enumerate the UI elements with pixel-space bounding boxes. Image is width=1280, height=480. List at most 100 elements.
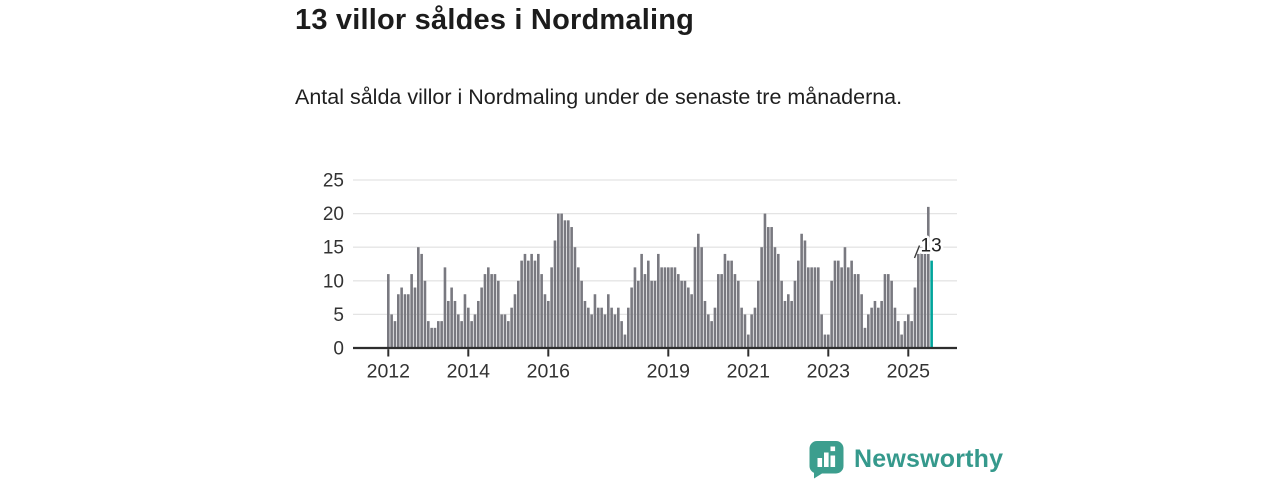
bar [770,227,773,348]
bar [920,247,923,348]
bar [393,321,397,348]
bar [667,267,670,348]
bar [703,300,707,348]
bar [687,287,690,348]
bar [457,314,460,348]
bar [523,253,527,348]
bar [670,267,673,348]
bar [630,287,633,348]
bar [623,334,627,348]
bar [443,267,447,348]
bar [883,274,887,348]
bar [873,300,877,348]
bar [903,321,907,348]
bar [757,280,760,348]
bar [840,267,843,348]
bar [613,314,617,348]
bar [600,307,603,348]
bar [563,220,567,348]
bar [510,307,513,348]
x-tick-label: 2014 [447,361,491,383]
bar [857,274,860,348]
y-tick-label: 25 [323,171,344,192]
bar [763,213,767,348]
bar [503,314,507,348]
logo-bar [817,458,823,467]
bar [813,267,817,348]
bar [677,274,680,348]
bar [447,300,450,348]
newsworthy-icon [809,441,844,479]
bar [877,307,880,348]
bar [533,260,537,348]
bar [787,294,790,348]
bar [417,247,420,348]
bar [700,247,703,348]
bar [427,321,430,348]
bar [926,206,930,348]
y-tick-label: 20 [323,204,344,225]
y-tick-label: 10 [323,271,344,292]
bar [497,280,500,348]
bar [433,327,437,348]
bar [610,307,613,348]
bar [660,267,663,348]
bar [567,220,570,348]
annotation-leader-line [913,245,921,259]
bar [537,253,540,348]
bar [780,280,783,348]
bar [870,307,873,348]
bar [527,260,530,348]
bar [513,294,517,348]
bar [403,294,407,348]
bar [697,233,700,348]
bar [450,287,453,348]
bar [430,327,433,348]
highlighted-bar [930,260,933,348]
bar [460,321,463,348]
bar [423,280,427,348]
bar [683,280,687,348]
bar [463,294,467,348]
bar [663,267,667,348]
bar [793,280,797,348]
bar [737,280,740,348]
bar [773,247,777,348]
bar [893,307,897,348]
bar [490,274,493,348]
bar [520,260,523,348]
bar [553,240,557,348]
x-tick-label: 2021 [727,361,770,383]
bar [680,280,683,348]
bar [733,274,737,348]
bar [753,307,757,348]
chart-subtitle: Antal sålda villor i Nordmaling under de… [295,85,903,109]
bar [437,321,440,348]
bar [483,274,487,348]
bar [800,233,803,348]
bar [633,267,637,348]
bar [896,321,900,348]
bar [710,321,713,348]
bar [690,294,693,348]
bar [847,267,850,348]
x-tick-label: 2012 [367,361,410,383]
bar [860,294,863,348]
bar [543,294,547,348]
bar [720,274,723,348]
bar [887,274,890,348]
bar [777,253,780,348]
chart-title: 13 villor såldes i Nordmaling [295,4,695,36]
bar [480,287,483,348]
bar [843,247,847,348]
bars [387,206,933,348]
bar [743,314,747,348]
bar [473,314,477,348]
bar [900,334,903,348]
bar [916,253,920,348]
bar [410,274,413,348]
bar [830,280,833,348]
bar [817,267,820,348]
